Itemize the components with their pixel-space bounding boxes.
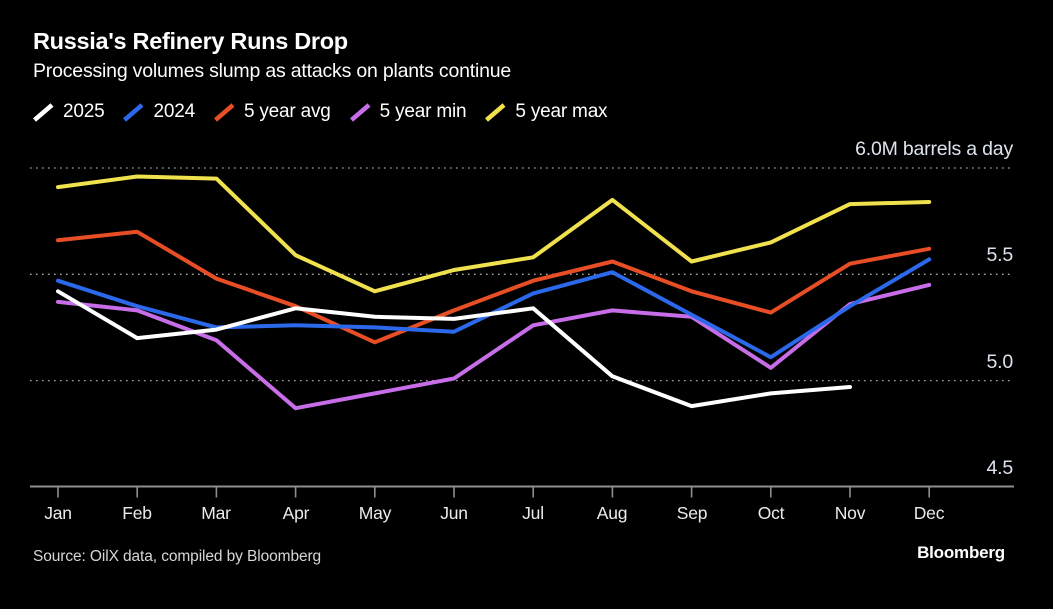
x-axis-label-Apr: Apr [282,503,310,523]
legend-item-5-year-max: 5 year max [483,101,608,123]
legend-label: 5 year min [379,101,467,122]
legend-swatch-icon [485,102,506,122]
y-axis-label-5: 5.0 [986,351,1013,373]
x-axis-label-Mar: Mar [201,503,231,523]
x-axis-label-Jul: Jul [522,503,544,523]
chart-legend: 2025 2024 5 year avg 5 year min 5 year max [31,101,608,123]
y-axis-label-5.5: 5.5 [986,244,1013,266]
legend-item-5-year-min: 5 year min [348,101,467,123]
x-axis-label-Jun: Jun [440,503,468,523]
legend-swatch-icon [33,102,54,122]
legend-swatch-icon [123,102,144,122]
x-axis-label-Oct: Oct [757,503,785,523]
legend-label: 2024 [153,101,195,122]
legend-swatch-icon [349,102,371,122]
x-axis-label-Jan: Jan [44,503,72,523]
y-axis-label-6: 6.0M barrels a day [855,138,1013,160]
series-line-5-year-min [56,282,932,411]
series-line-2025 [56,289,852,409]
legend-item-2025: 2025 [31,101,105,123]
x-axis-label-Aug: Aug [596,503,628,523]
series-line-5-year-avg [56,229,932,345]
bloomberg-logo: Bloomberg [917,543,1005,562]
source-note: Source: OilX data, compiled by Bloomberg [33,548,322,565]
legend-label: 5 year max [515,101,608,122]
legend-label: 2025 [63,101,105,122]
legend-swatch-icon [213,102,235,122]
chart-title: Russia's Refinery Runs Drop [33,28,348,54]
x-axis-label-Feb: Feb [122,503,152,523]
chart-subtitle: Processing volumes slump as attacks on p… [33,60,512,82]
x-axis-label-May: May [358,503,392,523]
x-axis-label-Dec: Dec [913,503,945,523]
legend-item-5-year-avg: 5 year avg [212,101,331,123]
series-line-5-year-max [56,174,932,294]
y-axis-label-4.5: 4.5 [986,457,1013,479]
legend-label: 5 year avg [243,101,331,122]
x-axis-label-Sep: Sep [676,503,708,523]
legend-item-2024: 2024 [121,101,195,123]
x-axis-label-Nov: Nov [834,503,866,523]
